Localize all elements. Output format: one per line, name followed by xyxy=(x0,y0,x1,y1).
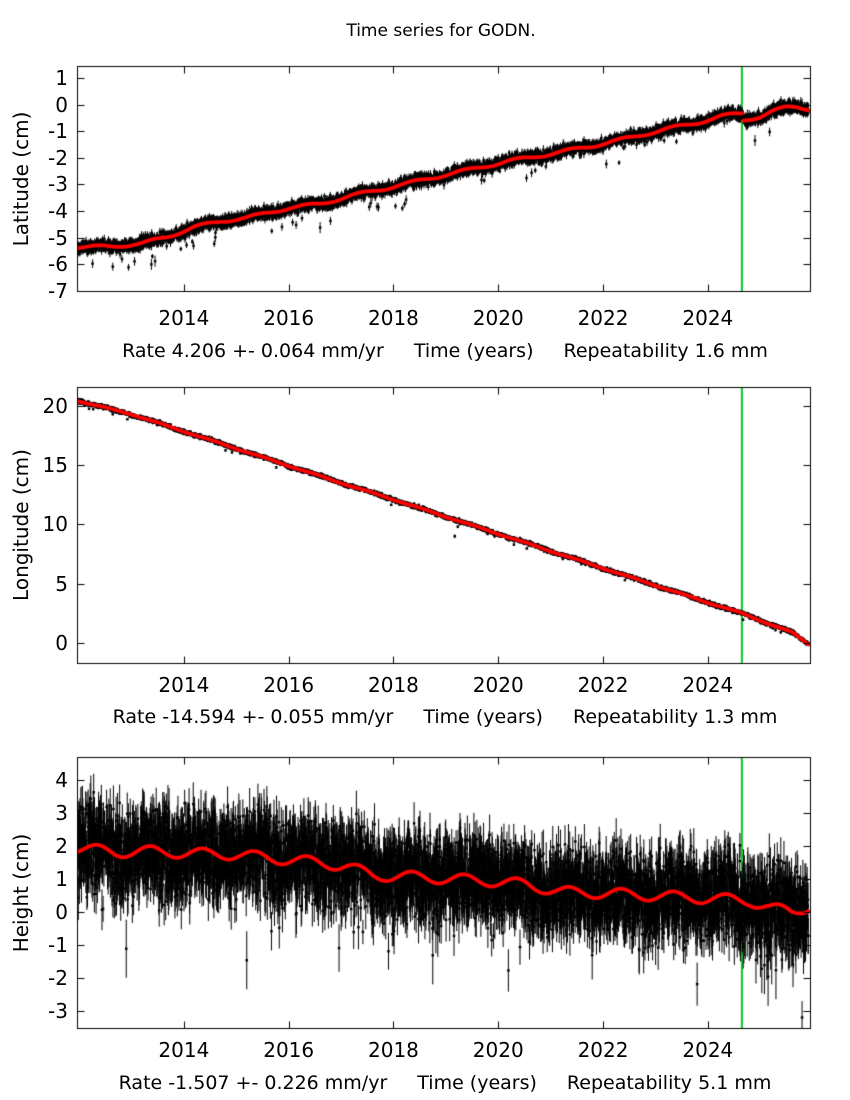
y-tick-label: 0 xyxy=(55,900,68,925)
time-axis-label: Time (years) xyxy=(417,1072,537,1094)
y-axis-title-latitude: Latitude (cm) xyxy=(9,111,33,246)
rate-label: Rate -14.594 +- 0.055 mm/yr xyxy=(112,706,394,728)
x-tick-label: 2020 xyxy=(472,1038,524,1062)
y-tick-label: -2 xyxy=(48,966,68,991)
time-axis-label: Time (years) xyxy=(423,706,543,728)
x-tick-label: 2024 xyxy=(682,306,734,330)
y-tick-label: -6 xyxy=(48,252,68,277)
figure-title: Time series for GODN. xyxy=(346,21,536,41)
x-tick-label: 2022 xyxy=(577,1038,629,1062)
y-tick-label: 2 xyxy=(55,834,68,859)
y-tick-label: 1 xyxy=(55,867,68,892)
x-tick-label: 2018 xyxy=(368,673,419,697)
y-tick-label: 10 xyxy=(42,512,68,537)
axis-caption-height: Rate -1.507 +- 0.226 mm/yr Time (years) Re… xyxy=(119,1072,772,1094)
x-tick-label: 2020 xyxy=(472,673,524,697)
x-tick-label: 2018 xyxy=(368,1038,419,1062)
y-tick-label: 0 xyxy=(55,92,68,117)
repeatability-label: Repeatability 1.6 mm xyxy=(563,340,768,362)
y-tick-label: 20 xyxy=(42,393,68,418)
time-axis-label: Time (years) xyxy=(413,340,534,362)
y-tick-label: -7 xyxy=(48,279,68,303)
rate-label: Rate 4.206 +- 0.064 mm/yr xyxy=(122,340,384,362)
x-tick-label: 2016 xyxy=(263,1038,315,1062)
y-tick-label: -4 xyxy=(48,199,68,224)
x-tick-label: 2024 xyxy=(682,673,734,697)
y-tick-label: -1 xyxy=(48,119,68,144)
x-tick-label: 2016 xyxy=(263,306,315,330)
y-tick-label: 1 xyxy=(55,65,68,90)
repeatability-label: Repeatability 1.3 mm xyxy=(572,706,778,728)
y-tick-label: -3 xyxy=(48,172,68,197)
y-tick-label: 0 xyxy=(55,630,68,655)
x-tick-label: 2024 xyxy=(682,1038,734,1062)
y-tick-label: 5 xyxy=(55,571,68,596)
y-axis-title-height: Height (cm) xyxy=(9,833,33,952)
x-tick-label: 2014 xyxy=(158,673,210,697)
y-tick-label: 4 xyxy=(55,768,68,793)
x-tick-label: 2016 xyxy=(263,673,315,697)
axis-caption-longitude: Rate -14.594 +- 0.055 mm/yr Time (years) R… xyxy=(113,706,778,728)
y-axis-title-longitude: Longitude (cm) xyxy=(9,449,33,601)
rate-label: Rate -1.507 +- 0.226 mm/yr xyxy=(118,1072,388,1094)
x-tick-label: 2018 xyxy=(368,306,419,330)
repeatability-label: Repeatability 5.1 mm xyxy=(566,1072,772,1094)
axis-caption-latitude: Rate 4.206 +- 0.064 mm/yr Time (years) Rep… xyxy=(122,340,768,362)
y-tick-label: 15 xyxy=(42,453,68,478)
y-tick-label: -5 xyxy=(48,225,68,250)
x-tick-label: 2022 xyxy=(577,673,629,697)
y-tick-label: -3 xyxy=(48,999,68,1024)
x-tick-label: 2022 xyxy=(577,306,629,330)
x-tick-label: 2020 xyxy=(472,306,524,330)
x-tick-label: 2014 xyxy=(158,306,210,330)
y-tick-label: -1 xyxy=(48,933,68,958)
x-tick-label: 2014 xyxy=(158,1038,210,1062)
y-tick-label: 3 xyxy=(55,801,68,826)
y-tick-label: -2 xyxy=(48,145,68,170)
